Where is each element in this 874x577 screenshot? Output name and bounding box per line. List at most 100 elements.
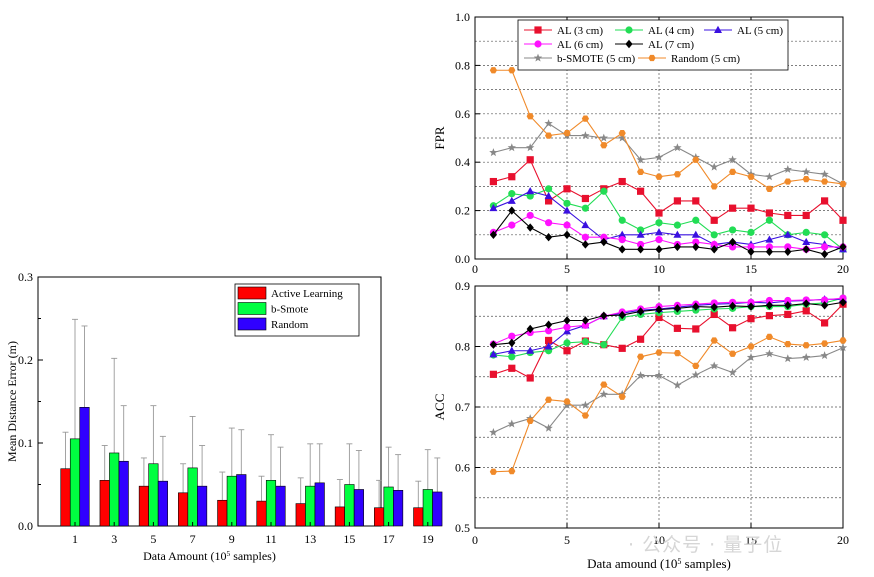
bar-legend-swatch xyxy=(237,286,267,300)
marker-diamond xyxy=(673,304,681,313)
y-axis-label: FPR xyxy=(432,126,447,149)
marker-diamond xyxy=(802,299,810,308)
marker-square xyxy=(489,370,497,378)
marker-circle xyxy=(526,211,534,220)
marker-square xyxy=(765,312,773,320)
marker-triangle xyxy=(507,346,516,354)
marker-star xyxy=(618,133,627,142)
ytick-label: 0.8 xyxy=(455,58,470,72)
ytick-label: 0.7 xyxy=(455,400,470,414)
ytick-label: 0.2 xyxy=(455,204,470,218)
bar-legend-label: Active Learning xyxy=(271,288,343,300)
marker-hexagon xyxy=(692,362,700,369)
marker-star xyxy=(636,155,645,164)
marker-circle xyxy=(600,187,608,195)
marker-hexagon xyxy=(655,173,663,180)
marker-triangle xyxy=(507,196,516,204)
marker-triangle xyxy=(783,230,792,238)
marker-circle xyxy=(784,243,792,251)
marker-star xyxy=(507,143,516,152)
y-axis-label: ACC xyxy=(432,394,447,421)
bar-ytick-label: 0.2 xyxy=(18,353,33,367)
marker-hexagon xyxy=(821,340,829,347)
ytick-label: 0.4 xyxy=(455,155,470,169)
marker-square xyxy=(655,209,663,217)
marker-circle xyxy=(508,221,516,229)
bar-legend-label: Random xyxy=(271,319,309,331)
marker-diamond xyxy=(655,305,663,314)
marker-hexagon xyxy=(563,130,571,137)
marker-square xyxy=(673,197,681,205)
xtick-label: 20 xyxy=(837,262,849,276)
marker-square xyxy=(545,336,553,345)
marker-square xyxy=(747,315,755,323)
marker-star xyxy=(654,371,664,380)
bar xyxy=(393,490,404,527)
marker-square xyxy=(784,310,792,319)
marker-circle xyxy=(563,323,571,331)
marker-triangle xyxy=(673,230,682,238)
marker-star xyxy=(599,389,608,398)
marker-circle xyxy=(710,299,718,307)
marker-circle xyxy=(747,243,755,251)
marker-hexagon xyxy=(508,67,516,74)
marker-circle xyxy=(655,236,663,244)
marker-circle xyxy=(729,243,737,251)
marker-square xyxy=(581,194,589,203)
marker-diamond xyxy=(802,245,810,254)
line-legend: AL (3 cm) AL (4 cm) AL (5 cm) AL (6 cm) AL (… xyxy=(517,19,789,71)
bar-x-axis-label: Data Amount (105 samples) xyxy=(143,549,276,564)
marker-star xyxy=(691,370,700,379)
marker-star xyxy=(728,368,737,377)
marker-hexagon xyxy=(765,333,773,340)
marker-circle xyxy=(747,228,755,236)
bar xyxy=(295,503,306,527)
marker-star xyxy=(562,400,572,409)
xtick-label: 0 xyxy=(472,262,478,276)
marker-square xyxy=(563,185,571,193)
legend-label: AL (3 cm) xyxy=(557,25,603,37)
marker-square xyxy=(710,216,718,224)
marker-diamond xyxy=(765,247,773,256)
marker-hexagon xyxy=(710,183,718,190)
acc-x-axis-label: Data amound (105 samples) xyxy=(587,556,731,571)
marker-diamond xyxy=(821,249,829,259)
marker-star xyxy=(783,354,792,363)
marker-star xyxy=(544,423,553,432)
ytick-label: 1.0 xyxy=(455,10,470,24)
marker-circle xyxy=(625,26,633,34)
marker-hexagon xyxy=(673,350,681,357)
bar xyxy=(265,480,277,527)
marker-star xyxy=(489,428,498,436)
xtick-label: 5 xyxy=(564,533,570,547)
marker-hexagon xyxy=(821,178,829,185)
marker-hexagon xyxy=(581,115,589,122)
marker-circle xyxy=(618,216,626,224)
marker-triangle xyxy=(655,228,663,236)
acc-chart: 0.5 0.6 0.7 0.8 0.9 0 5 10 15 20 ACC xyxy=(432,279,849,547)
marker-diamond xyxy=(821,301,829,310)
bar-xtick-label: 13 xyxy=(304,532,316,546)
marker-hexagon xyxy=(563,398,571,405)
marker-hexagon xyxy=(489,67,497,74)
marker-circle xyxy=(765,296,774,305)
marker-diamond xyxy=(729,301,737,311)
marker-diamond xyxy=(600,237,608,247)
bar xyxy=(178,492,189,527)
bar xyxy=(69,438,81,527)
marker-square xyxy=(821,319,829,327)
marker-circle xyxy=(545,327,553,335)
legend-label: Random (5 cm) xyxy=(671,53,740,65)
bar-xtick-label: 17 xyxy=(383,532,395,546)
marker-triangle xyxy=(618,230,627,238)
bar xyxy=(256,500,267,527)
marker-triangle xyxy=(563,206,571,214)
bar-xtick-label: 7 xyxy=(190,532,196,546)
marker-square xyxy=(526,156,534,164)
marker-hexagon xyxy=(784,340,792,348)
marker-square xyxy=(637,187,645,195)
marker-square xyxy=(489,177,497,186)
marker-square xyxy=(637,335,645,343)
marker-star xyxy=(507,419,516,428)
xtick-label: 5 xyxy=(564,262,570,276)
